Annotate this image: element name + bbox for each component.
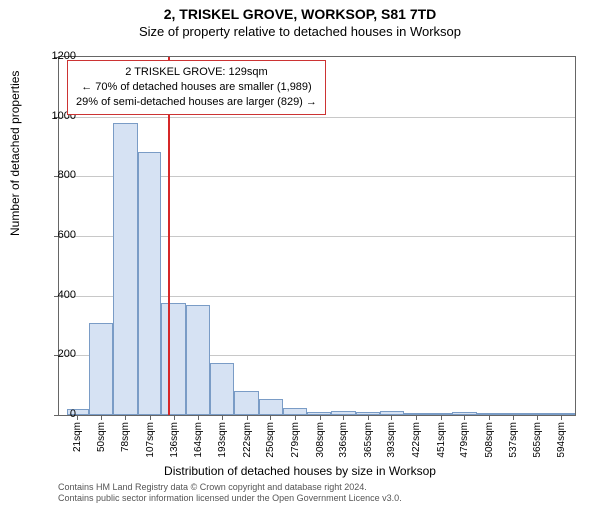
info-line: 29% of semi-detached houses are larger (… xyxy=(76,95,317,110)
histogram-bar xyxy=(210,363,234,415)
info-line: 2 TRISKEL GROVE: 129sqm xyxy=(76,65,317,80)
histogram-bar xyxy=(138,152,162,415)
xtick-mark xyxy=(489,415,490,420)
xtick-label: 336sqm xyxy=(338,422,349,458)
xtick-mark xyxy=(416,415,417,420)
xtick-mark xyxy=(464,415,465,420)
xtick-label: 393sqm xyxy=(386,422,397,458)
xtick-label: 279sqm xyxy=(290,422,301,458)
ytick-label: 600 xyxy=(42,229,76,241)
xtick-label: 508sqm xyxy=(484,422,495,458)
xtick-mark xyxy=(441,415,442,420)
info-box: 2 TRISKEL GROVE: 129sqm← 70% of detached… xyxy=(67,60,326,115)
ytick-label: 0 xyxy=(42,408,76,420)
xtick-mark xyxy=(222,415,223,420)
xtick-mark xyxy=(125,415,126,420)
ytick-label: 200 xyxy=(42,348,76,360)
xtick-mark xyxy=(513,415,514,420)
xtick-label: 21sqm xyxy=(72,422,83,452)
xtick-mark xyxy=(391,415,392,420)
histogram-bar xyxy=(161,303,186,415)
xtick-mark xyxy=(247,415,248,420)
xtick-label: 222sqm xyxy=(242,422,253,458)
xtick-mark xyxy=(343,415,344,420)
histogram-bar xyxy=(259,399,284,415)
xtick-label: 250sqm xyxy=(265,422,276,458)
xtick-mark xyxy=(270,415,271,420)
page-title-address: 2, TRISKEL GROVE, WORKSOP, S81 7TD xyxy=(0,6,600,22)
xtick-mark xyxy=(198,415,199,420)
xtick-label: 308sqm xyxy=(315,422,326,458)
histogram-bar xyxy=(283,408,307,415)
xtick-label: 78sqm xyxy=(120,422,131,452)
footer-line-2: Contains public sector information licen… xyxy=(58,493,402,504)
xtick-mark xyxy=(537,415,538,420)
xtick-mark xyxy=(561,415,562,420)
xtick-label: 164sqm xyxy=(193,422,204,458)
page-subtitle: Size of property relative to detached ho… xyxy=(0,24,600,39)
xtick-label: 107sqm xyxy=(145,422,156,458)
info-line: ← 70% of detached houses are smaller (1,… xyxy=(76,80,317,95)
xtick-label: 537sqm xyxy=(508,422,519,458)
xtick-mark xyxy=(368,415,369,420)
xtick-label: 594sqm xyxy=(556,422,567,458)
histogram-bar xyxy=(234,391,259,415)
ytick-label: 400 xyxy=(42,289,76,301)
xtick-mark xyxy=(295,415,296,420)
footer-attribution: Contains HM Land Registry data © Crown c… xyxy=(58,482,402,505)
xtick-label: 479sqm xyxy=(459,422,470,458)
y-axis-label: Number of detached properties xyxy=(8,71,22,236)
xtick-label: 193sqm xyxy=(217,422,228,458)
gridline xyxy=(59,117,575,118)
xtick-mark xyxy=(77,415,78,420)
histogram-bar xyxy=(89,323,114,415)
xtick-label: 50sqm xyxy=(96,422,107,452)
footer-line-1: Contains HM Land Registry data © Crown c… xyxy=(58,482,402,493)
xtick-label: 565sqm xyxy=(532,422,543,458)
xtick-mark xyxy=(101,415,102,420)
xtick-label: 451sqm xyxy=(436,422,447,458)
xtick-label: 365sqm xyxy=(363,422,374,458)
x-axis-label: Distribution of detached houses by size … xyxy=(0,464,600,478)
xtick-mark xyxy=(150,415,151,420)
xtick-label: 422sqm xyxy=(411,422,422,458)
xtick-label: 136sqm xyxy=(169,422,180,458)
ytick-label: 800 xyxy=(42,169,76,181)
xtick-mark xyxy=(174,415,175,420)
histogram-bar xyxy=(113,123,138,415)
xtick-mark xyxy=(320,415,321,420)
histogram-bar xyxy=(186,305,211,415)
